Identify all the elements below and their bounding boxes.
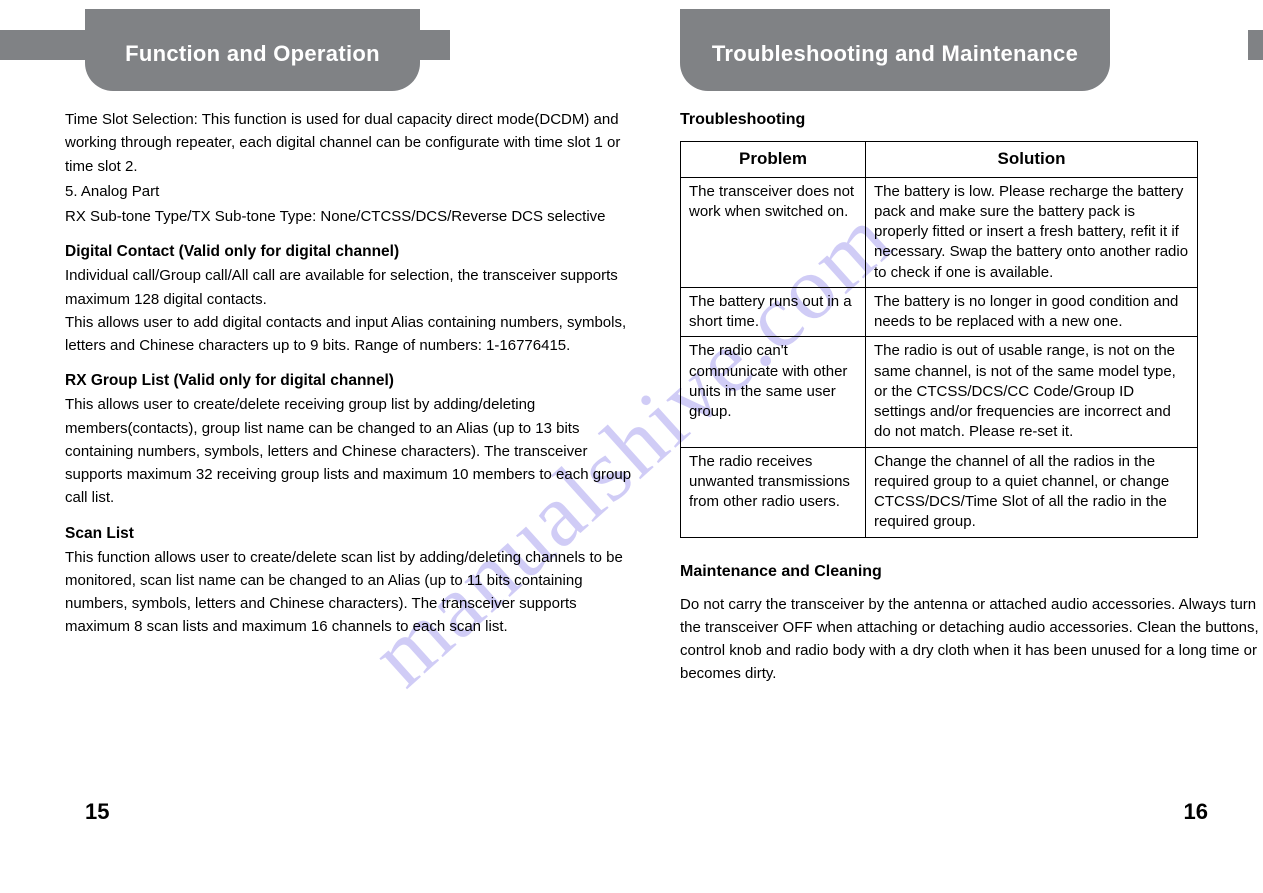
- table-cell: The radio receives unwanted transmission…: [681, 447, 866, 537]
- section-heading: RX Group List (Valid only for digital ch…: [65, 369, 645, 393]
- table-cell: The radio can't communicate with other u…: [681, 337, 866, 447]
- table-cell: The battery runs out in a short time.: [681, 287, 866, 337]
- analog-part-title: 5. Analog Part: [65, 180, 645, 203]
- page-number-left: 15: [85, 799, 109, 825]
- table-row: The radio receives unwanted transmission…: [681, 447, 1198, 537]
- maintenance-heading: Maintenance and Cleaning: [680, 560, 1260, 585]
- table-cell: The transceiver does not work when switc…: [681, 177, 866, 287]
- section-heading: Scan List: [65, 522, 645, 546]
- section-heading: Digital Contact (Valid only for digital …: [65, 240, 645, 264]
- table-row: The battery runs out in a short time. Th…: [681, 287, 1198, 337]
- top-bar-segment: [420, 30, 450, 60]
- table-cell: The radio is out of usable range, is not…: [866, 337, 1198, 447]
- table-cell: The battery is no longer in good conditi…: [866, 287, 1198, 337]
- section-body: Individual call/Group call/All call are …: [65, 264, 645, 357]
- left-page-body: Time Slot Selection: This function is us…: [65, 108, 645, 641]
- table-row: The radio can't communicate with other u…: [681, 337, 1198, 447]
- table-header: Problem: [681, 141, 866, 177]
- top-bar-segment: [0, 30, 85, 60]
- intro-paragraph: Time Slot Selection: This function is us…: [65, 108, 645, 178]
- analog-part-body: RX Sub-tone Type/TX Sub-tone Type: None/…: [65, 205, 645, 228]
- section-body: This allows user to create/delete receiv…: [65, 393, 645, 509]
- table-header: Solution: [866, 141, 1198, 177]
- table-header-row: Problem Solution: [681, 141, 1198, 177]
- table-cell: The battery is low. Please recharge the …: [866, 177, 1198, 287]
- troubleshooting-heading: Troubleshooting: [680, 108, 1260, 133]
- top-bar-segment: [1248, 30, 1263, 60]
- right-page-header: Troubleshooting and Maintenance: [680, 9, 1110, 91]
- troubleshooting-table: Problem Solution The transceiver does no…: [680, 141, 1198, 538]
- right-page-body: Troubleshooting Problem Solution The tra…: [680, 108, 1260, 688]
- maintenance-body: Do not carry the transceiver by the ante…: [680, 593, 1260, 686]
- section-body: This function allows user to create/dele…: [65, 546, 645, 639]
- table-cell: Change the channel of all the radios in …: [866, 447, 1198, 537]
- page-number-right: 16: [1184, 799, 1208, 825]
- table-row: The transceiver does not work when switc…: [681, 177, 1198, 287]
- left-page-header: Function and Operation: [85, 9, 420, 91]
